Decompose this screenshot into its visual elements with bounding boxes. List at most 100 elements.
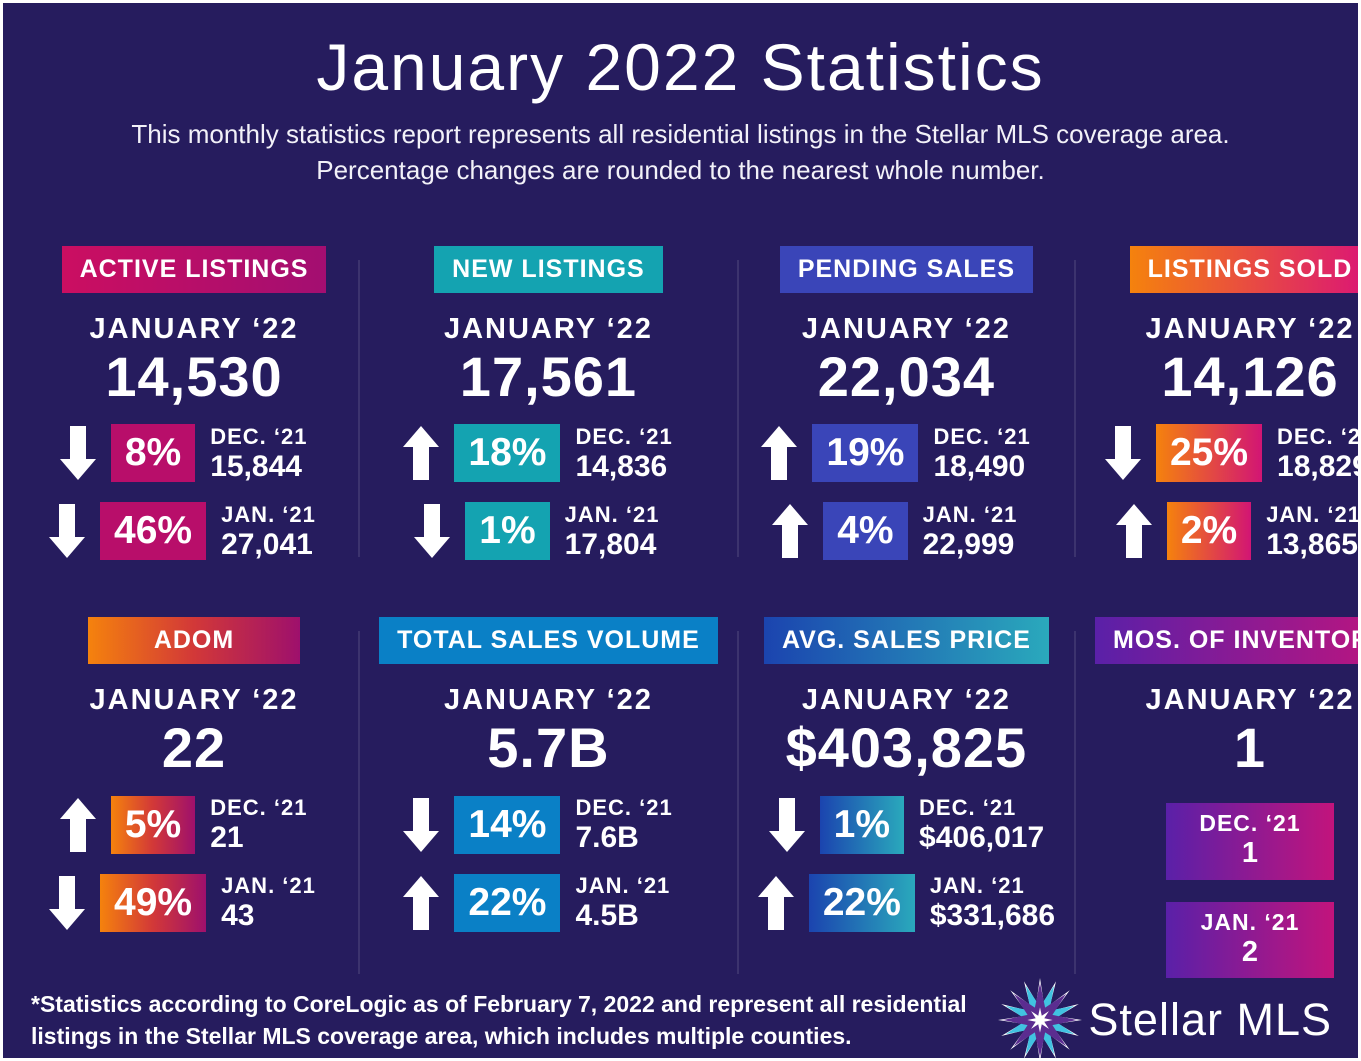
comparison-period-label: DEC. ‘21 [919,795,1017,821]
comparison-rows: DEC. ‘21 1 JAN. ‘21 2 [1166,802,1334,979]
comparison-period-label: DEC. ‘21 [1277,424,1361,450]
percent-change-badge: 19% [812,424,919,483]
percent-change-badge: 46% [100,502,207,561]
comparison-period-label: JAN. ‘21 [221,873,316,899]
percent-change-badge: 8% [110,424,196,483]
percent-change-badge: 22% [454,873,561,932]
page-header: January 2022 Statistics This monthly sta… [3,3,1358,188]
comparison-box: JAN. ‘21 2 [1166,901,1334,979]
trend-arrow-icon [59,795,96,855]
card-listings-sold: LISTINGS SOLD JANUARY ‘22 14,126 25% DEC… [1095,246,1361,561]
stellar-mls-logo: Stellar MLS [998,978,1332,1058]
comparison-rows: 18% DEC. ‘21 14,836 1% JAN. ‘21 17,804 [403,423,693,561]
comparison-period-label: DEC. ‘21 [210,795,308,821]
period-label: JANUARY ‘22 [1145,313,1355,346]
comparison-value-block: DEC. ‘21 7.6B [575,795,693,853]
comparison-value-block: DEC. ‘21 15,844 [210,424,328,482]
footnote: *Statistics according to CoreLogic as of… [31,991,967,1050]
comparison-row: 8% DEC. ‘21 15,844 [59,423,328,483]
comparison-value-block: JAN. ‘21 22,999 [923,502,1041,560]
comparison-value-block: DEC. ‘21 $406,017 [919,795,1044,853]
percent-change-badge: 18% [454,424,561,483]
period-label: JANUARY ‘22 [443,684,653,717]
card-title-badge: PENDING SALES [779,246,1034,294]
comparison-value-block: DEC. ‘21 14,836 [575,424,693,482]
comparison-period-value: 15,844 [210,449,302,483]
period-label: JANUARY ‘22 [89,313,299,346]
period-label: JANUARY ‘22 [443,313,653,346]
comparison-period-label: JAN. ‘21 [1266,502,1361,528]
comparison-rows: 8% DEC. ‘21 15,844 46% JAN. ‘21 27,041 [49,423,339,561]
trend-arrow-icon [403,795,440,855]
comparison-period-value: 22,999 [922,527,1015,561]
comparison-period-value: 13,865 [1266,527,1358,561]
headline-value: 22,034 [817,345,996,409]
comparison-period-value: 7.6B [575,820,639,854]
percent-change-badge: 22% [808,873,915,932]
comparison-rows: 5% DEC. ‘21 21 49% JAN. ‘21 43 [49,795,339,933]
comparison-period-label: DEC. ‘21 [1199,809,1301,836]
period-label: JANUARY ‘22 [89,684,299,717]
comparison-row: 18% DEC. ‘21 14,836 [403,423,693,483]
comparison-row: 4% JAN. ‘21 22,999 [772,501,1040,561]
comparison-rows: 14% DEC. ‘21 7.6B 22% JAN. ‘21 4.5B [403,795,693,933]
trend-arrow-icon [403,423,440,483]
card-title-badge: NEW LISTINGS [434,246,663,294]
trend-arrow-icon [757,873,794,933]
card-pending-sales: PENDING SALES JANUARY ‘22 22,034 19% DEC… [758,246,1077,561]
headline-value: 17,561 [459,345,638,409]
comparison-row: 14% DEC. ‘21 7.6B [403,795,693,855]
comparison-period-value: 21 [210,820,244,854]
trend-arrow-icon [59,423,96,483]
period-label: JANUARY ‘22 [1145,684,1355,717]
comparison-period-label: JAN. ‘21 [922,502,1018,528]
comparison-value-block: JAN. ‘21 17,804 [565,502,683,560]
comparison-value-block: JAN. ‘21 43 [221,873,339,931]
comparison-period-value: 14,836 [575,449,668,483]
percent-change-badge: 2% [1166,502,1252,561]
subtitle-line-1: This monthly statistics report represent… [131,118,1230,149]
comparison-period-value: 27,041 [221,527,313,561]
period-label: JANUARY ‘22 [801,684,1011,717]
comparison-period-label: JAN. ‘21 [1200,908,1300,935]
headline-value: $403,825 [785,716,1028,780]
comparison-rows: 1% DEC. ‘21 $406,017 22% JAN. ‘21 $331,6… [757,795,1055,933]
comparison-row: 49% JAN. ‘21 43 [49,873,339,933]
card-adom: ADOM JANUARY ‘22 22 5% DEC. ‘21 21 49% J… [49,617,361,978]
card-avg-sales-price: AVG. SALES PRICE JANUARY ‘22 $403,825 1%… [757,617,1077,978]
comparison-period-value: $406,017 [919,820,1045,854]
comparison-period-value: 43 [221,898,255,932]
headline-value: 22 [161,716,227,780]
comparison-value-block: DEC. ‘21 18,829 [1277,424,1361,482]
trend-arrow-icon [49,501,85,561]
percent-change-badge: 4% [823,502,908,561]
comparison-period-value: 1 [1241,837,1259,870]
card-total-sales-volume: TOTAL SALES VOLUME JANUARY ‘22 5.7B 14% … [379,617,739,978]
comparison-row: 5% DEC. ‘21 21 [59,795,328,855]
card-title-badge: AVG. SALES PRICE [763,617,1049,665]
subtitle: This monthly statistics report represent… [3,116,1358,189]
comparison-period-value: 18,490 [933,449,1026,483]
percent-change-badge: 5% [110,795,196,854]
headline-value: 5.7B [487,716,610,780]
comparison-period-label: JAN. ‘21 [575,873,671,899]
comparison-row: 22% JAN. ‘21 $331,686 [757,873,1055,933]
headline-value: 14,126 [1161,345,1339,409]
footer: *Statistics according to CoreLogic as of… [3,978,1358,1058]
comparison-value-block: JAN. ‘21 $331,686 [930,873,1055,931]
comparison-value-block: JAN. ‘21 4.5B [575,873,693,931]
percent-change-badge: 49% [100,873,207,932]
comparison-period-value: $331,686 [929,898,1056,932]
comparison-row: 2% JAN. ‘21 13,865 [1115,501,1361,561]
card-title-badge: LISTINGS SOLD [1129,246,1358,294]
trend-arrow-icon [403,873,440,933]
headline-value: 1 [1233,716,1267,780]
comparison-period-value: 2 [1241,936,1259,969]
period-label: JANUARY ‘22 [801,313,1011,346]
card-mos-of-inventory: MOS. OF INVENTORY JANUARY ‘22 1 DEC. ‘21… [1095,617,1358,979]
comparison-row: 22% JAN. ‘21 4.5B [403,873,693,933]
trend-arrow-icon [49,873,85,933]
comparison-period-label: DEC. ‘21 [575,795,673,821]
card-active-listings: ACTIVE LISTINGS JANUARY ‘22 14,530 8% DE… [49,246,361,561]
